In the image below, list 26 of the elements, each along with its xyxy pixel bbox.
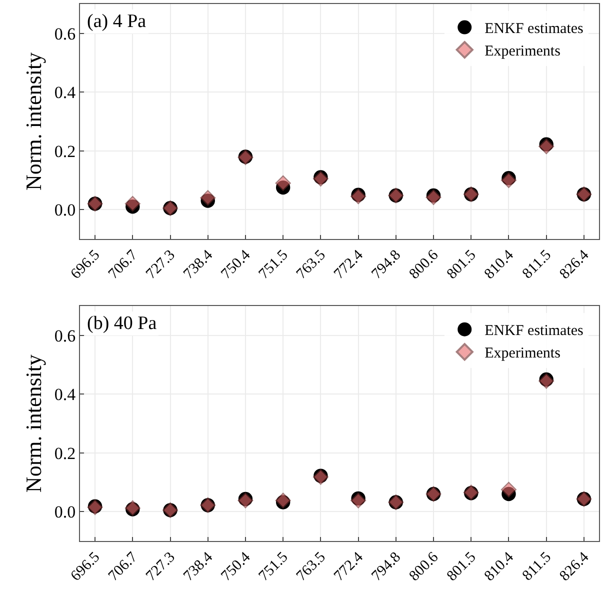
point	[539, 137, 554, 152]
y-axis-title: Norm. intensity	[21, 52, 46, 191]
chart-title: (a) 4 Pa	[87, 11, 147, 32]
y-tick-label: 0.4	[54, 385, 76, 404]
legend-label: ENKF estimates	[484, 323, 584, 340]
legend-label: Experiments	[484, 346, 561, 362]
point	[200, 190, 216, 206]
point	[275, 175, 291, 191]
chart-title: (b) 40 Pa	[87, 313, 158, 334]
legend-label: Experiments	[484, 44, 561, 60]
y-tick-label: 0.6	[54, 326, 76, 346]
point	[124, 196, 140, 212]
point	[500, 482, 516, 498]
y-tick-label: 0.0	[54, 200, 76, 220]
y-tick-label: 0.4	[54, 83, 76, 102]
y-tick-label: 0.2	[54, 142, 76, 161]
legend-label: ENKF estimates	[484, 21, 584, 38]
point	[538, 138, 554, 154]
point	[200, 194, 215, 208]
y-axis-title: Norm. intensity	[21, 354, 46, 493]
y-tick-label: 0.2	[54, 444, 76, 463]
point	[126, 200, 140, 214]
point	[276, 180, 290, 195]
point	[502, 486, 516, 502]
y-tick-label: 0.6	[54, 24, 76, 44]
y-tick-label: 0.0	[54, 502, 76, 522]
